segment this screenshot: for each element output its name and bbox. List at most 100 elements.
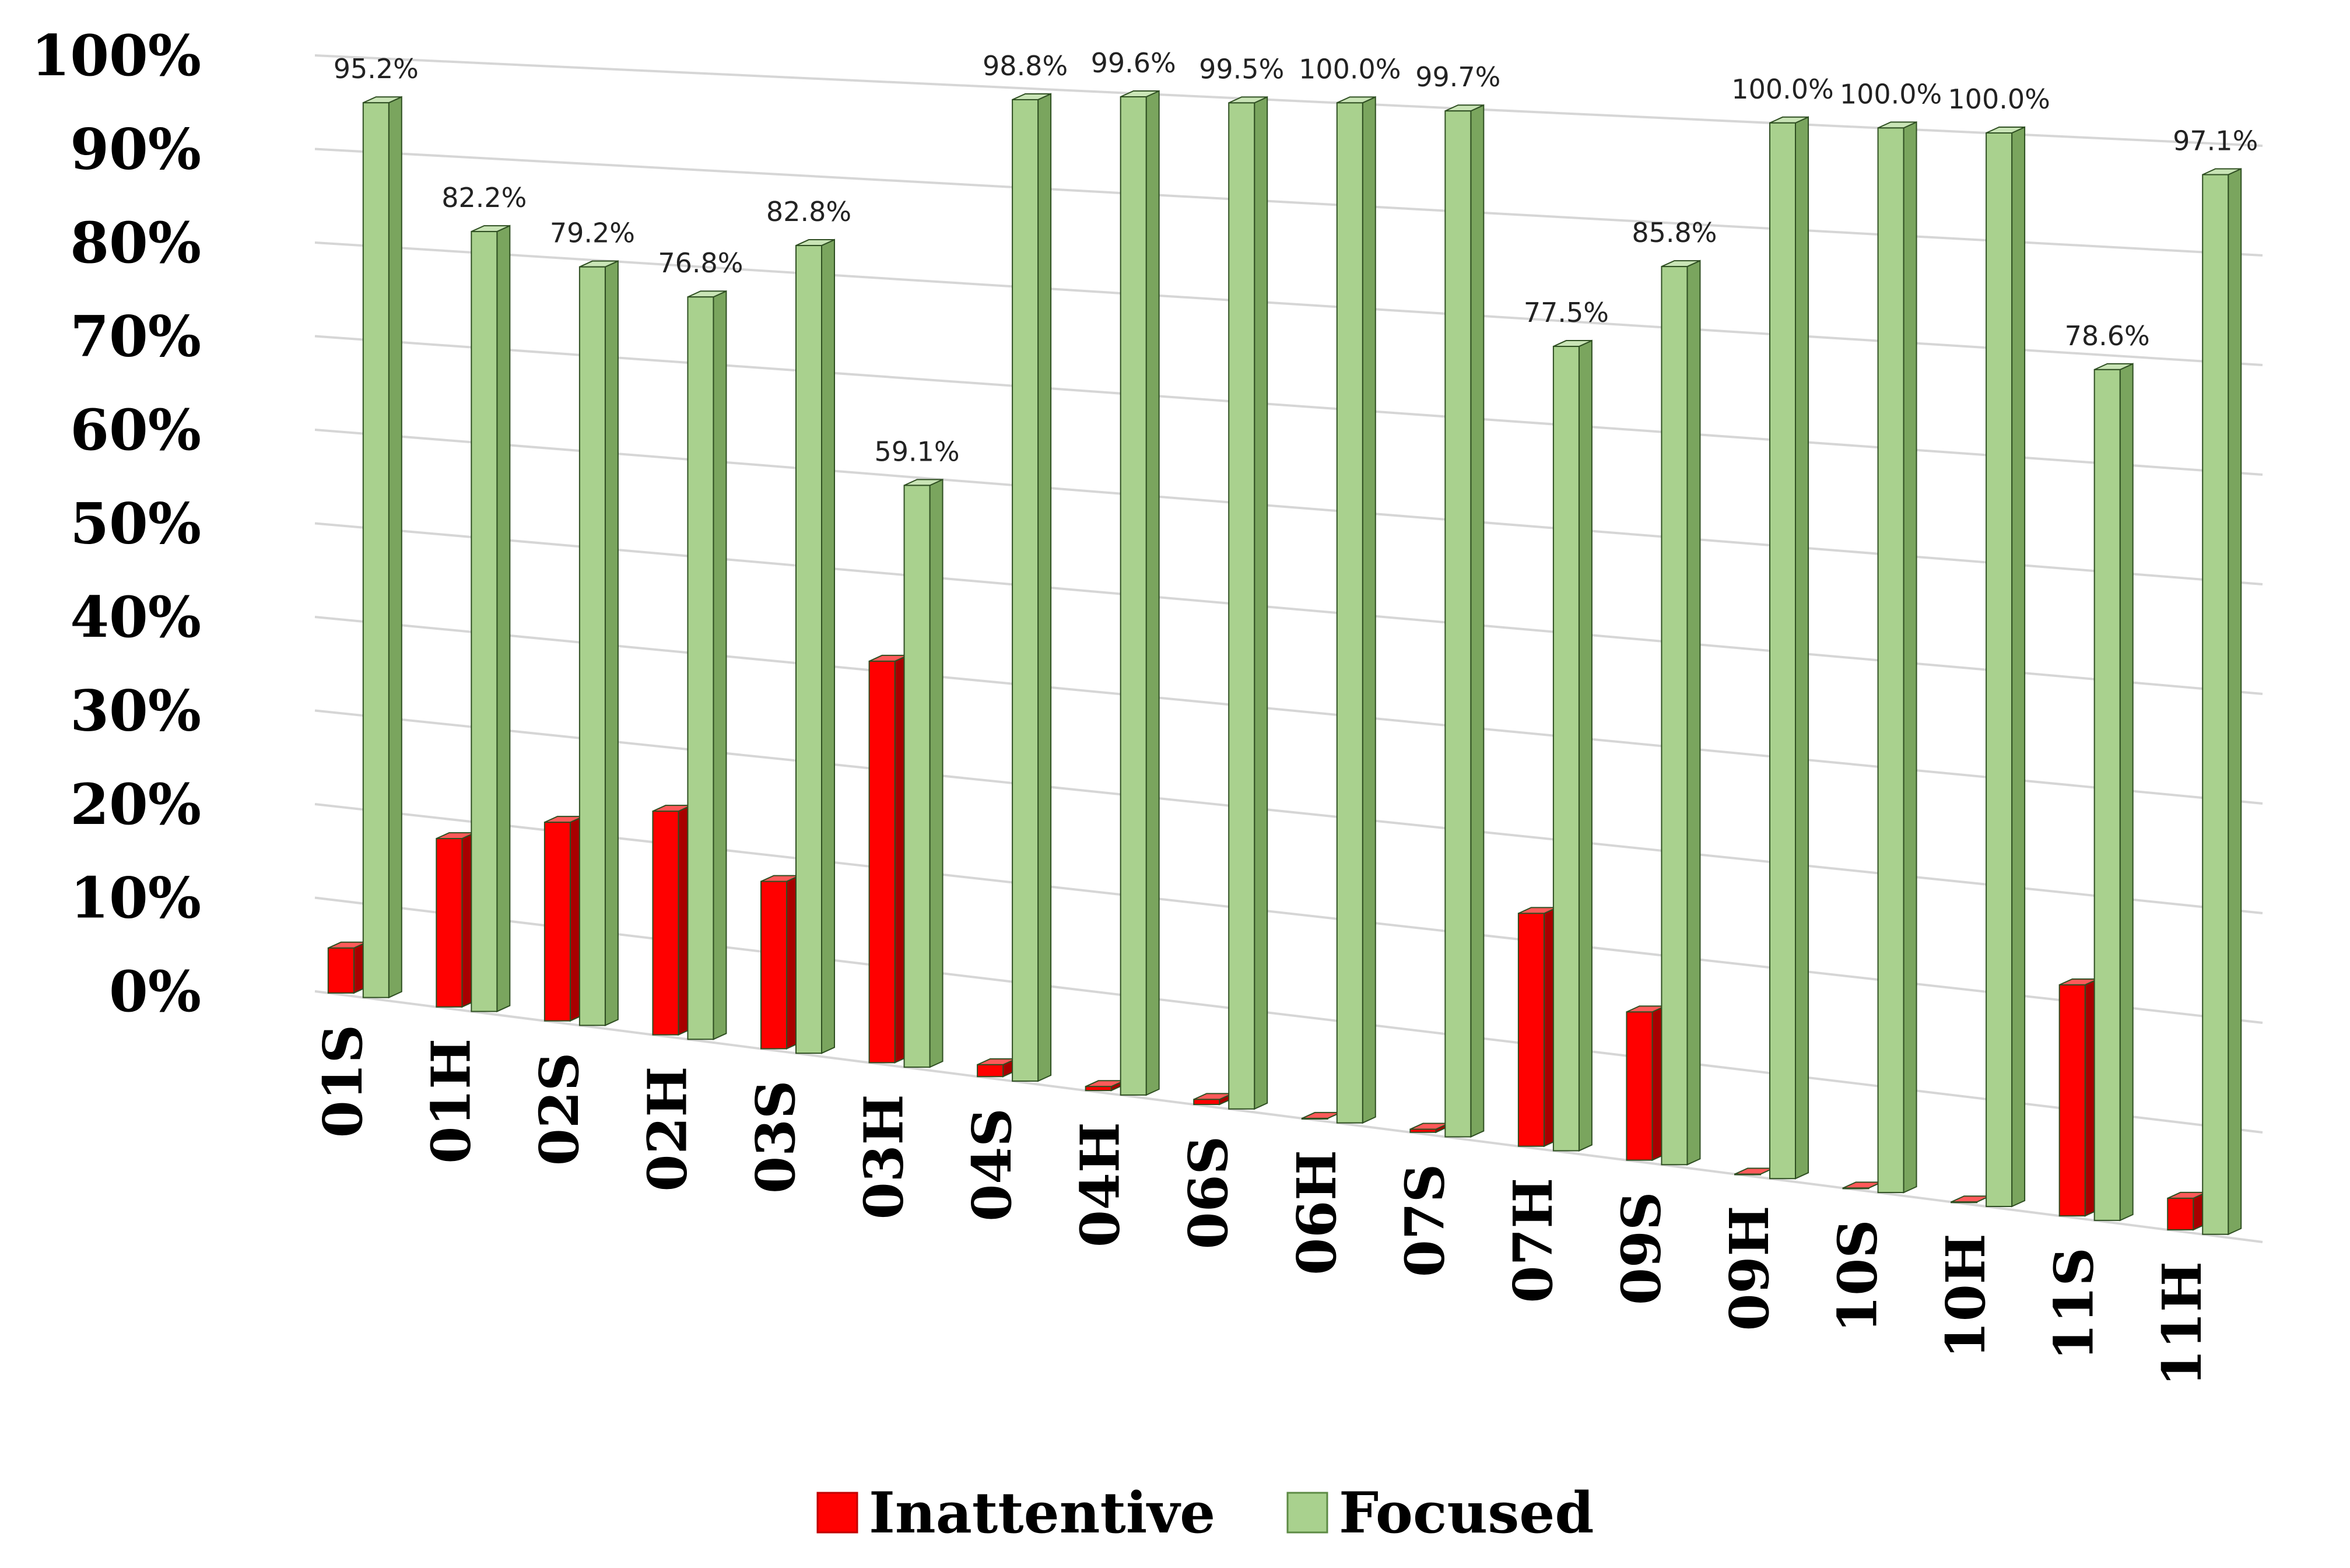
bar-inattentive — [543, 815, 584, 1022]
data-label: 79.2% — [550, 218, 635, 249]
legend-label-inattentive: Inattentive — [869, 1480, 1215, 1546]
x-tick-label: 11S — [2043, 1247, 2106, 1360]
bar-inattentive-face — [1517, 913, 1545, 1147]
x-tick-label: 04S — [960, 1108, 1023, 1221]
legend-swatch-inattentive — [816, 1492, 858, 1534]
bar-inattentive — [868, 654, 909, 1064]
bar-focused-side — [2011, 126, 2026, 1208]
bar-inattentive-face — [868, 660, 896, 1064]
gridline — [314, 54, 2263, 147]
x-tick-label: 01H — [419, 1039, 482, 1164]
bar-focused — [1228, 96, 1268, 1110]
bar-inattentive-face — [327, 947, 355, 994]
bar-inattentive-face — [1193, 1099, 1220, 1106]
x-tick-label: 11H — [2151, 1261, 2214, 1387]
bar-focused — [1769, 116, 1809, 1180]
bar-inattentive — [652, 804, 692, 1036]
bar-inattentive — [2058, 978, 2099, 1217]
bar-focused-face — [1986, 132, 2013, 1207]
bar-inattentive-top — [1302, 1111, 1341, 1119]
data-label: 97.1% — [2173, 125, 2258, 157]
bar-focused-face — [1877, 127, 1904, 1194]
data-label: 100.0% — [1948, 83, 2050, 115]
bar-focused-side — [604, 260, 619, 1026]
bar-focused-side — [1470, 104, 1485, 1138]
data-label: 99.6% — [1091, 47, 1176, 79]
bar-focused-side — [2228, 167, 2242, 1236]
bar-focused-side — [1145, 90, 1160, 1096]
bar-inattentive-face — [2058, 984, 2086, 1217]
x-tick-label: 10S — [1826, 1219, 1889, 1332]
y-tick-label: 80% — [70, 210, 201, 276]
bar-focused — [578, 260, 619, 1026]
bar-focused-side — [821, 238, 835, 1054]
bar-focused — [2093, 363, 2134, 1222]
bar-focused — [2202, 167, 2242, 1236]
bar-inattentive — [1842, 1181, 1882, 1190]
bar-focused-side — [1362, 96, 1376, 1124]
bar-focused-side — [1578, 339, 1593, 1152]
bar-inattentive-face — [1409, 1128, 1437, 1133]
bar-focused — [687, 290, 727, 1040]
data-label: 100.0% — [1840, 78, 1942, 110]
bar-inattentive-face — [652, 811, 679, 1036]
x-tick-label: 07S — [1393, 1164, 1456, 1277]
bar-focused-face — [2093, 369, 2121, 1221]
bar-inattentive-top — [1734, 1167, 1774, 1175]
data-label: 99.5% — [1199, 53, 1284, 85]
gridline — [314, 241, 2263, 366]
bar-inattentive-face — [977, 1064, 1004, 1078]
bar-focused — [1012, 93, 1052, 1082]
bar-focused — [1661, 259, 1701, 1166]
bar-focused-face — [2202, 174, 2229, 1235]
y-tick-label: 10% — [70, 865, 201, 931]
gridline — [314, 335, 2263, 476]
x-tick-label: 02S — [528, 1053, 591, 1166]
bar-inattentive — [1085, 1079, 1125, 1092]
bar-inattentive — [760, 875, 800, 1050]
bar-focused-face — [1336, 102, 1363, 1124]
x-tick-label: 03S — [744, 1081, 807, 1194]
bar-focused-face — [1228, 102, 1255, 1110]
bar-inattentive — [1301, 1111, 1341, 1120]
bar-inattentive-face — [543, 822, 571, 1022]
data-label: 77.5% — [1524, 297, 1609, 328]
gridline — [314, 709, 2263, 914]
bar-focused-side — [1686, 259, 1701, 1166]
y-tick-label: 60% — [70, 397, 201, 463]
bar-inattentive — [436, 832, 476, 1008]
y-tick-label: 30% — [70, 678, 201, 744]
bar-inattentive — [1734, 1167, 1774, 1176]
bar-focused — [1444, 104, 1485, 1138]
y-tick-label: 50% — [70, 491, 201, 557]
bar-focused-face — [903, 485, 931, 1068]
bar-focused — [1877, 121, 1917, 1194]
gridline — [314, 522, 2263, 695]
data-label: 98.8% — [983, 50, 1068, 82]
x-tick-label: 06H — [1285, 1150, 1348, 1275]
gridline — [314, 616, 2263, 805]
x-tick-label: 10H — [1934, 1233, 1997, 1359]
bar-focused — [1336, 96, 1376, 1124]
legend-swatch-focused — [1286, 1492, 1328, 1534]
data-label: 85.8% — [1632, 217, 1717, 248]
bar-focused-side — [496, 224, 511, 1013]
bar-focused — [1552, 339, 1593, 1152]
data-label: 99.7% — [1415, 61, 1500, 93]
data-label: 78.6% — [2065, 320, 2150, 352]
bar-inattentive — [1193, 1092, 1233, 1106]
x-axis-ticks: 01S 01H 02S 02H 03S 03H 04S 04H 06S 06H 07S 07H 09S 0… — [311, 1025, 2214, 1387]
x-tick-label: 02H — [636, 1067, 699, 1192]
gridline — [314, 429, 2263, 585]
bar-inattentive-top — [1843, 1181, 1882, 1189]
bar-focused-face — [1661, 266, 1688, 1166]
y-tick-label: 70% — [70, 304, 201, 370]
bar-inattentive-face — [760, 881, 787, 1050]
x-tick-label: 09S — [1609, 1192, 1672, 1305]
x-tick-label: 06S — [1177, 1136, 1240, 1249]
bar-inattentive — [1409, 1122, 1450, 1134]
bar-focused-face — [795, 245, 822, 1054]
bar-inattentive — [977, 1058, 1017, 1078]
bar-focused-face — [578, 266, 606, 1026]
